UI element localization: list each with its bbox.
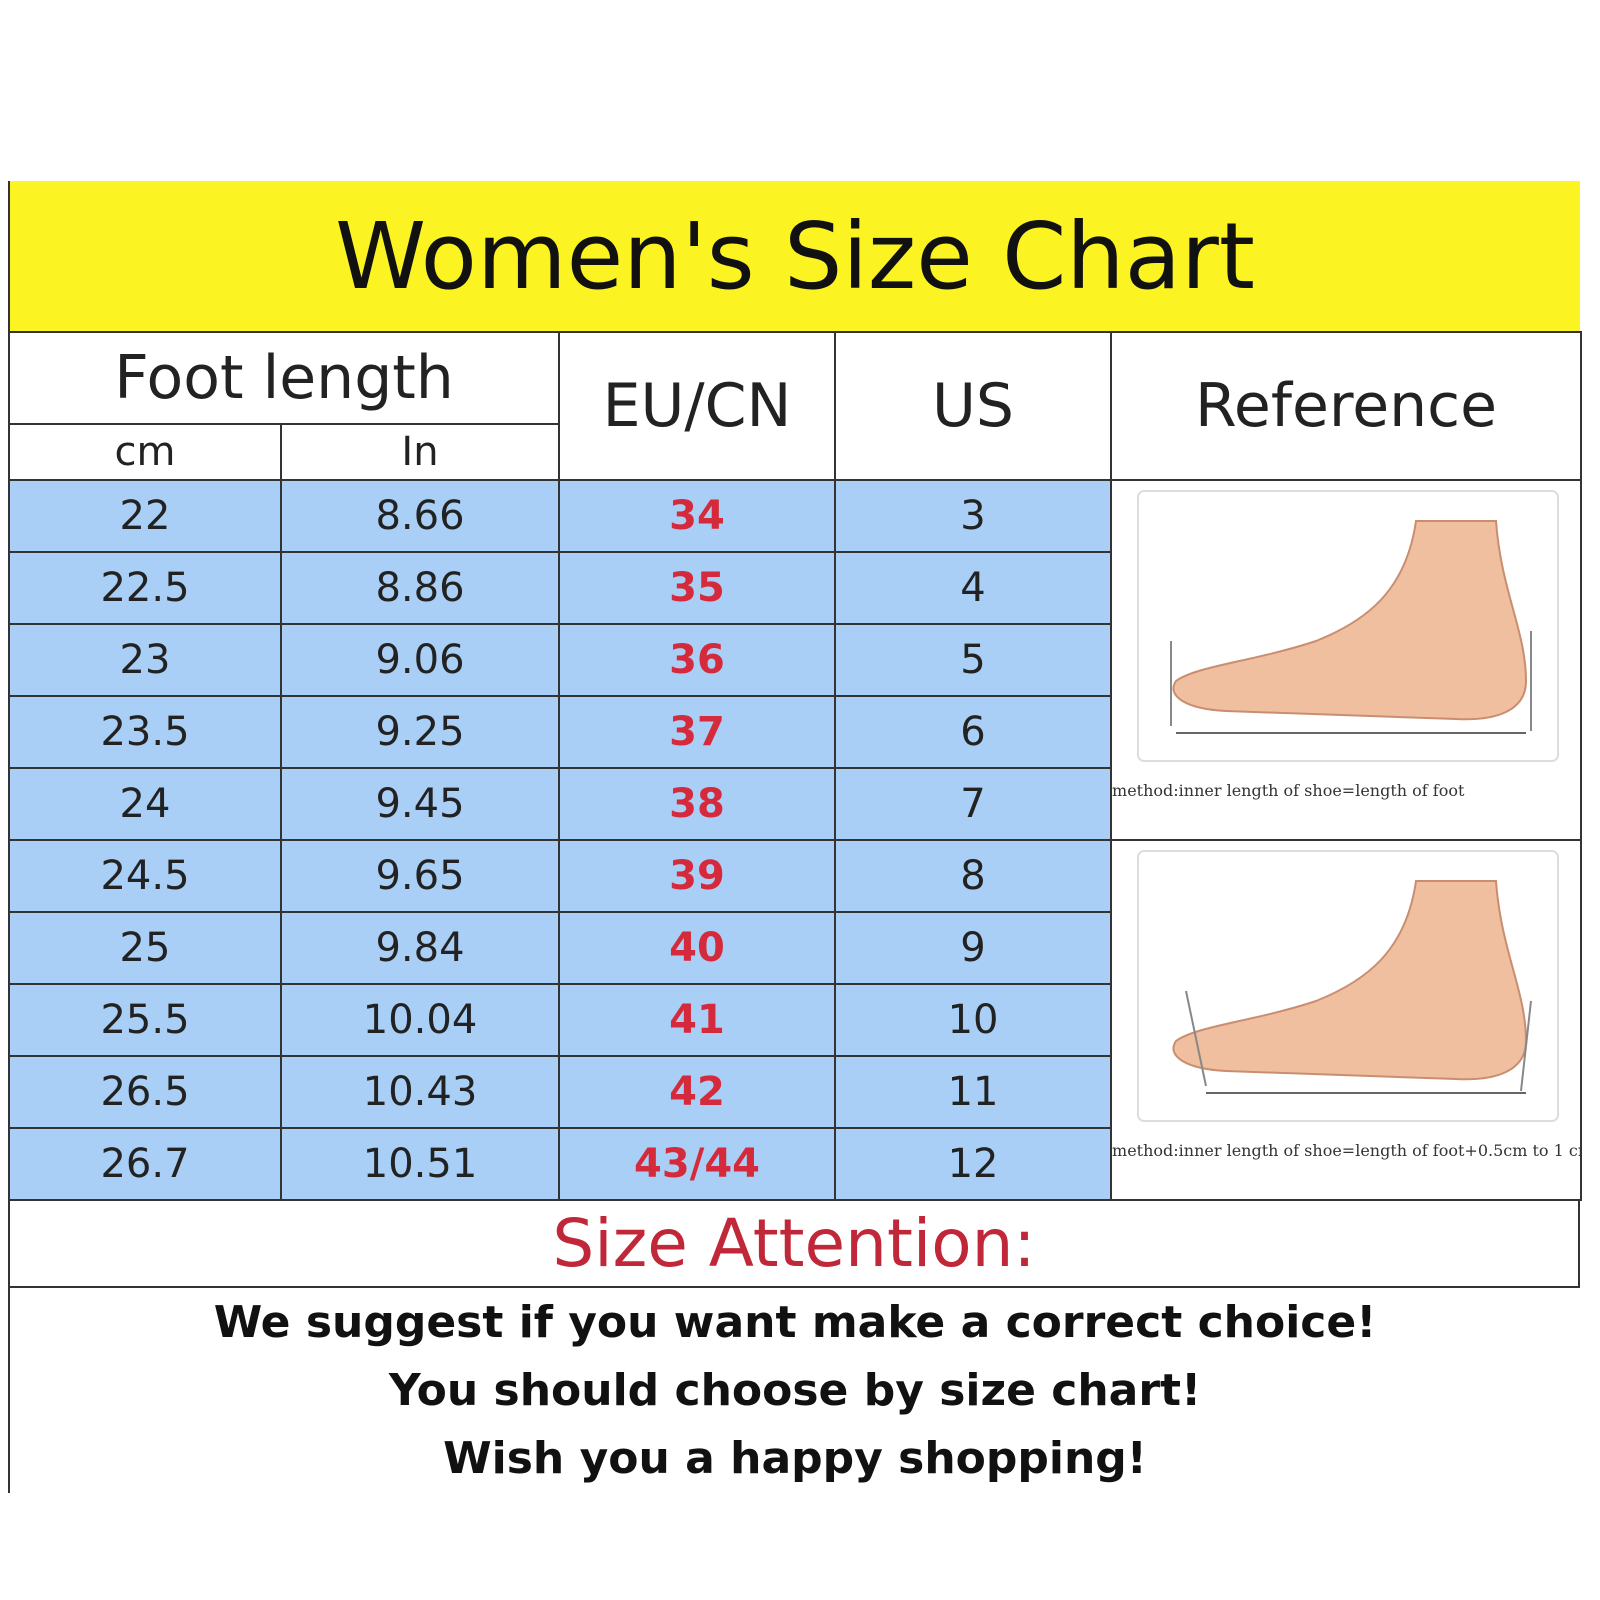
cell-us: 8	[834, 839, 1113, 913]
table-row: 22.5 8.86 35 4	[8, 551, 1581, 625]
cell-in: 9.25	[279, 695, 561, 769]
size-table: Foot length EU/CN US Reference cm In 22 …	[7, 331, 1583, 1201]
cell-in: 9.45	[279, 767, 561, 841]
cell-in: 9.65	[279, 839, 561, 913]
cell-eu: 43/44	[558, 1127, 837, 1201]
cell-us: 12	[834, 1127, 1113, 1201]
message-line: We suggest if you want make a correct ch…	[213, 1296, 1377, 1348]
foot-diagram-icon	[1137, 490, 1560, 762]
cell-eu: 37	[558, 695, 837, 769]
cell-cm: 24.5	[8, 839, 282, 913]
size-attention: Size Attention:	[8, 1201, 1580, 1288]
cell-cm: 25	[8, 911, 282, 985]
message-block: We suggest if you want make a correct ch…	[8, 1288, 1580, 1493]
cell-us: 3	[834, 479, 1113, 553]
cell-cm: 23	[8, 623, 282, 697]
cell-cm: 23.5	[8, 695, 282, 769]
chart-title: Women's Size Chart	[8, 181, 1580, 331]
reference-caption: method:inner length of shoe=length of fo…	[1112, 781, 1465, 800]
cell-eu: 35	[558, 551, 837, 625]
reference-caption: method:inner length of shoe=length of fo…	[1112, 1141, 1581, 1160]
cell-cm: 22.5	[8, 551, 282, 625]
table-row: 25.5 10.04 41 10	[8, 983, 1581, 1057]
cell-eu: 42	[558, 1055, 837, 1129]
cell-eu: 38	[558, 767, 837, 841]
table-row: 23.5 9.25 37 6	[8, 695, 1581, 769]
cell-in: 9.84	[279, 911, 561, 985]
foot-diagram-icon	[1137, 850, 1560, 1122]
cell-us: 7	[834, 767, 1113, 841]
message-line: Wish you a happy shopping!	[443, 1432, 1147, 1484]
cell-in: 10.51	[279, 1127, 561, 1201]
cell-eu: 40	[558, 911, 837, 985]
cell-cm: 22	[8, 479, 282, 553]
cell-cm: 25.5	[8, 983, 282, 1057]
cell-cm: 26.7	[8, 1127, 282, 1201]
table-row: 24 9.45 38 7	[8, 767, 1581, 841]
header-in: In	[279, 423, 561, 481]
reference-image-1: method:inner length of shoe=length of fo…	[1110, 479, 1583, 841]
cell-cm: 24	[8, 767, 282, 841]
cell-us: 4	[834, 551, 1113, 625]
cell-us: 9	[834, 911, 1113, 985]
cell-eu: 39	[558, 839, 837, 913]
table-row: 25 9.84 40 9	[8, 911, 1581, 985]
message-line: You should choose by size chart!	[388, 1364, 1202, 1416]
header-reference: Reference	[1110, 331, 1583, 481]
cell-in: 8.66	[279, 479, 561, 553]
header-foot-length: Foot length	[7, 331, 561, 425]
table-row: 24.5 9.65 39 8 method:inner length of sh…	[8, 839, 1583, 1201]
cell-cm: 26.5	[8, 1055, 282, 1129]
cell-in: 10.04	[279, 983, 561, 1057]
size-chart: Women's Size Chart Foot length EU/CN US …	[7, 181, 1583, 1493]
cell-eu: 36	[558, 623, 837, 697]
cell-eu: 34	[558, 479, 837, 553]
header-eu-cn: EU/CN	[558, 331, 837, 481]
table-row: 23 9.06 36 5	[8, 623, 1581, 697]
cell-us: 10	[834, 983, 1113, 1057]
cell-us: 6	[834, 695, 1113, 769]
cell-in: 9.06	[279, 623, 561, 697]
cell-us: 5	[834, 623, 1113, 697]
table-row: 26.7 10.51 43/44 12	[8, 1127, 1581, 1201]
reference-image-2: method:inner length of shoe=length of fo…	[1110, 839, 1583, 1201]
cell-us: 11	[834, 1055, 1113, 1129]
header-cm: cm	[8, 423, 282, 481]
cell-eu: 41	[558, 983, 837, 1057]
header-us: US	[834, 331, 1113, 481]
cell-in: 10.43	[279, 1055, 561, 1129]
table-row: 26.5 10.43 42 11	[8, 1055, 1581, 1129]
table-row: 22 8.66 34 3 method:inner length of shoe…	[8, 479, 1583, 841]
cell-in: 8.86	[279, 551, 561, 625]
